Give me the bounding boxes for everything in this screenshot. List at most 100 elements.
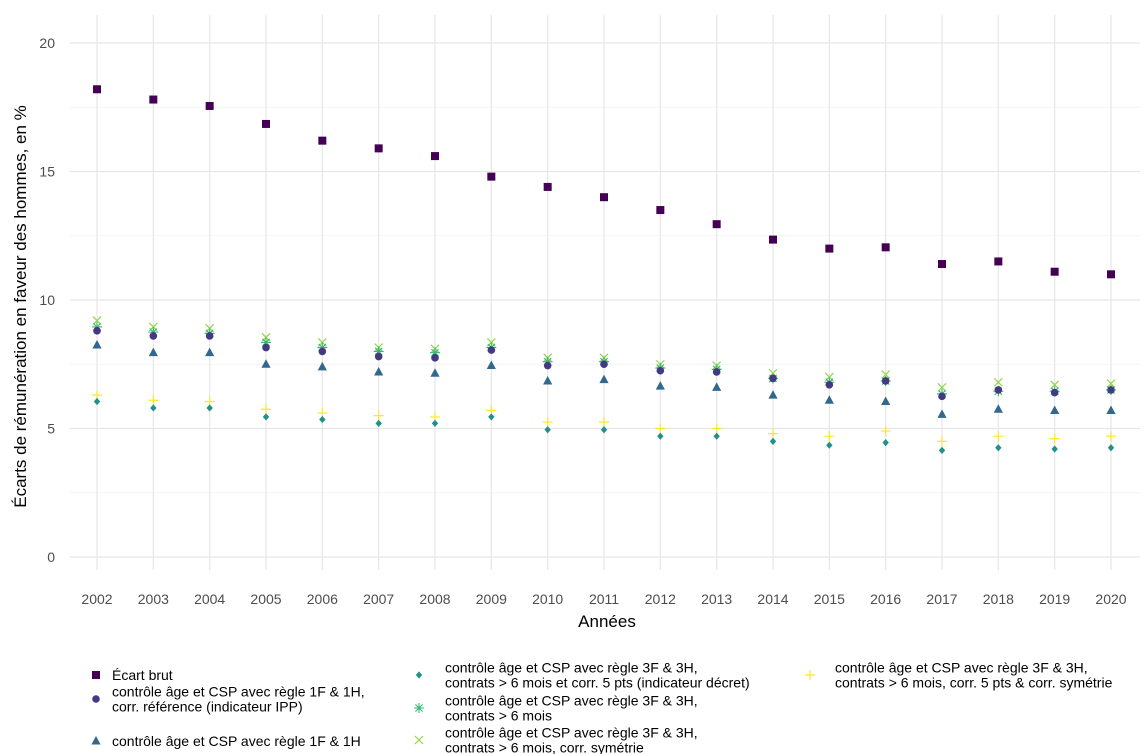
- data-point: [937, 409, 947, 418]
- y-tick-label: 20: [39, 35, 55, 51]
- legend-label: contrats > 6 mois, corr. 5 pts & corr. s…: [835, 675, 1113, 691]
- data-point: [488, 413, 495, 421]
- data-point: [92, 339, 102, 349]
- data-point: [824, 395, 834, 404]
- x-tick-label: 2004: [194, 591, 225, 607]
- data-point: [262, 343, 270, 352]
- data-point: [318, 347, 327, 356]
- legend-item: contrôle âge et CSP avec règle 3F & 3H,c…: [415, 660, 750, 691]
- data-point: [600, 193, 608, 202]
- data-point: [262, 119, 270, 128]
- data-point: [1107, 386, 1115, 394]
- legend-label: contrôle âge et CSP avec règle 1F & 1H: [112, 733, 361, 749]
- legend-key: [414, 703, 424, 713]
- x-tick-label: 2016: [870, 591, 901, 607]
- data-point: [993, 431, 1004, 442]
- data-point: [768, 428, 778, 439]
- series-3: [92, 339, 1116, 418]
- legend-label: contrats > 6 mois, corr. symétrie: [445, 740, 644, 754]
- data-point: [882, 439, 889, 447]
- data-point: [542, 356, 553, 367]
- data-point: [600, 426, 608, 434]
- data-point: [317, 361, 327, 371]
- x-tick-label: 2007: [363, 591, 394, 607]
- data-point: [1050, 405, 1060, 415]
- data-point: [713, 432, 720, 440]
- data-point: [712, 382, 722, 391]
- data-point: [150, 404, 157, 412]
- x-axis-ticks: 2002 2003 2004 2005 2006 2007 2008 2009 2010 2011…: [81, 591, 1126, 607]
- data-point: [994, 257, 1003, 266]
- legend-label: contrôle âge et CSP avec règle 3F & 3H,: [445, 725, 698, 741]
- data-point: [205, 347, 215, 357]
- data-point: [655, 423, 666, 434]
- data-point: [261, 359, 271, 368]
- data-point: [149, 95, 158, 104]
- data-point: [93, 327, 101, 335]
- legend-label: contrôle âge et CSP avec règle 3F & 3H,: [445, 693, 698, 709]
- legend-item: contrôle âge et CSP avec règle 3F & 3H,c…: [414, 725, 698, 754]
- x-tick-label: 2017: [926, 591, 957, 607]
- data-point: [993, 404, 1003, 413]
- y-tick-label: 0: [47, 549, 55, 565]
- data-point: [262, 413, 270, 421]
- x-tick-label: 2020: [1095, 591, 1126, 607]
- data-point: [1106, 405, 1116, 415]
- legend-item: contrôle âge et CSP avec règle 1F & 1H,c…: [92, 684, 365, 715]
- data-point: [148, 327, 159, 338]
- legend-label: contrôle âge et CSP avec règle 3F & 3H,: [445, 660, 698, 676]
- data-point: [487, 172, 496, 181]
- x-tick-label: 2018: [983, 591, 1014, 607]
- data-point: [431, 152, 439, 161]
- legend-item: contrôle âge et CSP avec règle 1F & 1H: [91, 733, 361, 749]
- data-point: [205, 101, 214, 110]
- data-point: [1049, 433, 1060, 444]
- data-point: [769, 437, 777, 445]
- legend-label: Écart brut: [112, 667, 173, 683]
- data-point: [826, 441, 833, 449]
- data-point: [1106, 431, 1116, 442]
- data-point: [712, 368, 721, 376]
- series-1: [93, 85, 1115, 279]
- data-point: [486, 360, 496, 370]
- data-point: [431, 354, 439, 362]
- x-axis-title: Années: [578, 612, 636, 631]
- y-tick-label: 10: [39, 292, 55, 308]
- grid: [70, 15, 1140, 570]
- data-point: [1107, 444, 1115, 452]
- data-point: [938, 392, 946, 401]
- data-point: [712, 220, 721, 229]
- data-point: [655, 381, 665, 390]
- data-point: [542, 417, 553, 428]
- x-tick-label: 2002: [81, 591, 112, 607]
- data-point: [768, 390, 778, 399]
- data-point: [261, 337, 271, 348]
- x-tick-label: 2009: [476, 591, 507, 607]
- data-point: [656, 366, 665, 375]
- series-4: [93, 397, 1115, 454]
- legend-label: contrats > 6 mois et corr. 5 pts (indica…: [445, 675, 750, 691]
- x-tick-label: 2013: [701, 591, 732, 607]
- data-point: [825, 244, 834, 253]
- legend-key: [414, 735, 424, 745]
- data-point: [92, 316, 102, 325]
- data-point: [149, 332, 158, 340]
- data-point: [319, 415, 326, 424]
- data-point: [824, 431, 835, 442]
- data-point: [317, 342, 328, 353]
- legend-label: corr. référence (indicateur IPP): [112, 699, 303, 715]
- data-point: [769, 374, 777, 383]
- y-axis-ticks: 0 5 10 15 20: [39, 35, 55, 565]
- data-point: [881, 396, 891, 406]
- x-tick-label: 2005: [250, 591, 281, 607]
- data-point: [148, 347, 158, 357]
- data-point: [1050, 388, 1059, 397]
- data-point: [937, 382, 947, 392]
- data-point: [599, 417, 609, 428]
- data-point: [1050, 267, 1059, 276]
- legend-item: Écart brut: [92, 667, 173, 683]
- x-tick-label: 2019: [1039, 591, 1070, 607]
- data-point: [881, 243, 890, 252]
